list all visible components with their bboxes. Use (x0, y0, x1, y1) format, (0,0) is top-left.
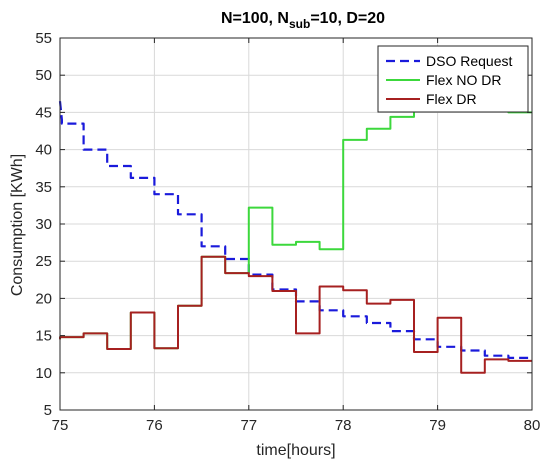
x-tick-label-0: 75 (52, 417, 69, 434)
y-tick-label-5: 30 (35, 216, 52, 233)
y-tick-label-1: 10 (35, 365, 52, 382)
legend-label-flex-no-dr: Flex NO DR (426, 72, 501, 88)
y-tick-label-10: 55 (35, 30, 52, 47)
y-tick-label-3: 20 (35, 290, 52, 307)
chart-title-subscript: sub (289, 17, 310, 31)
y-axis-label: Consumption [KWh] (9, 154, 26, 296)
x-tick-label-4: 79 (429, 417, 446, 434)
y-tick-label-9: 50 (35, 67, 52, 84)
x-tick-label-1: 76 (146, 417, 163, 434)
chart-title-prefix: N=100, N (221, 10, 289, 27)
y-tick-label-7: 40 (35, 142, 52, 159)
y-tick-label-2: 15 (35, 328, 52, 345)
chart-title: N=100, Nsub=10, D=20 (221, 10, 385, 31)
y-tick-label-6: 35 (35, 179, 52, 196)
y-tick-label-0: 5 (44, 402, 52, 419)
chart-title-suffix: =10, D=20 (310, 10, 385, 27)
x-tick-label-5: 80 (524, 417, 541, 434)
y-tick-label-4: 25 (35, 253, 52, 270)
x-axis-label: time[hours] (256, 442, 335, 459)
legend-label-flex-dr: Flex DR (426, 91, 477, 107)
legend: DSO Request Flex NO DR Flex DR (377, 45, 529, 113)
series-line-2 (59, 255, 532, 374)
legend-label-dso-request: DSO Request (426, 53, 512, 69)
x-tick-label-3: 78 (335, 417, 352, 434)
y-tick-label-8: 45 (35, 104, 52, 121)
plot-area: 75 76 77 78 79 80 5 10 15 20 25 30 35 40 45 50 55 (35, 30, 540, 434)
x-tick-label-2: 77 (240, 417, 257, 434)
series-line-0 (58, 101, 532, 359)
